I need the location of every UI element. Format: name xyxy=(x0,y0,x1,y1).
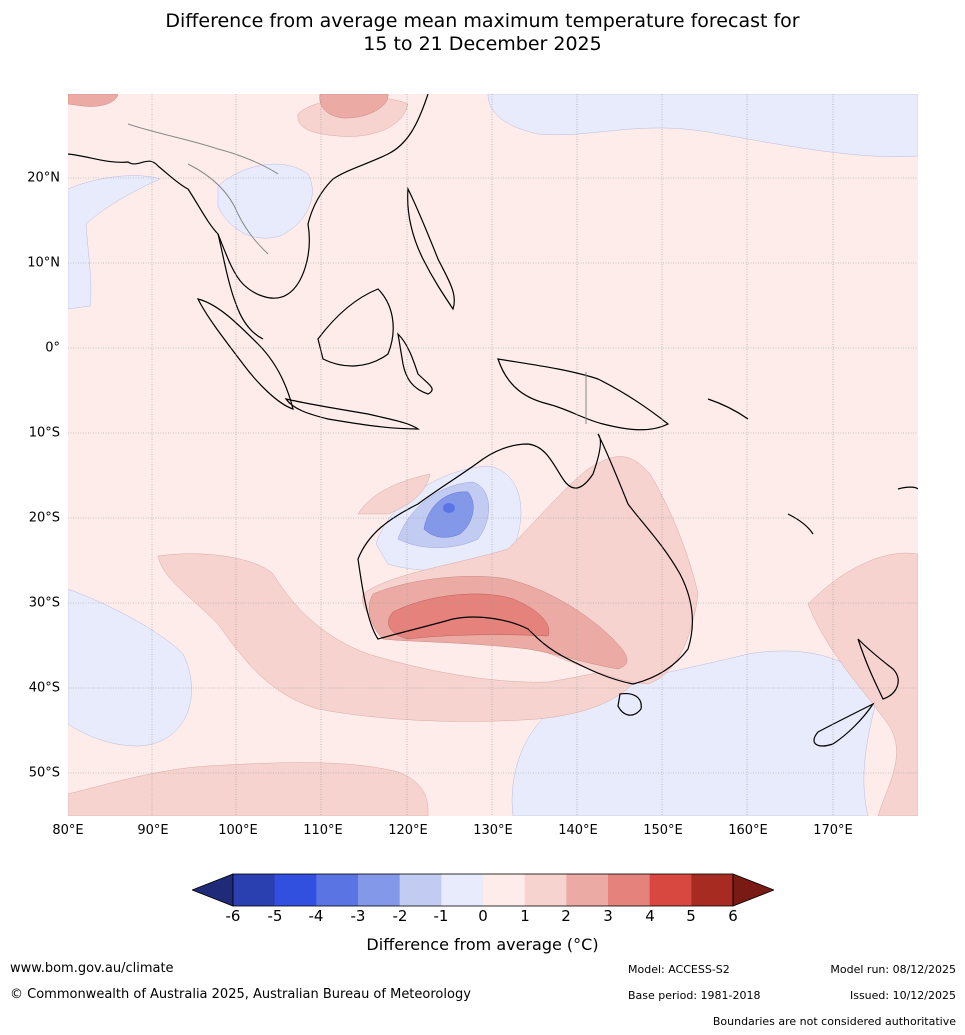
cool-patch-south-china-sea xyxy=(217,163,313,239)
map-title: Difference from average mean maximum tem… xyxy=(0,10,965,56)
lat-label-20s: 20°S xyxy=(28,510,60,526)
border-indochina xyxy=(187,163,269,255)
lon-label-130e: 130°E xyxy=(473,823,513,838)
colorbar xyxy=(192,873,774,907)
colorbar-extend-low xyxy=(192,873,234,907)
footer-model-run: Model run: 08/12/2025 xyxy=(830,963,956,976)
colorbar-tick-5: 5 xyxy=(686,907,696,925)
map-svg xyxy=(68,94,918,816)
coastline-australia xyxy=(357,433,693,685)
colorbar-segment xyxy=(233,874,276,906)
lon-label-100e: 100°E xyxy=(218,823,258,838)
cool-patch-pilbara-3 xyxy=(423,491,474,538)
colorbar-segment xyxy=(608,874,651,906)
cool-patch-north-pacific xyxy=(487,94,918,157)
colorbar-segment xyxy=(524,874,567,906)
coastline-sumatra xyxy=(196,298,294,410)
coastlines xyxy=(68,94,918,747)
colorbar-extend-high xyxy=(732,873,774,907)
colorbar-tick-4: 4 xyxy=(645,907,655,925)
country-borders xyxy=(127,123,587,424)
warm-patch-northwest-shelf xyxy=(357,473,431,515)
colorbar-segments xyxy=(192,873,774,907)
colorbar-segment xyxy=(483,874,526,906)
title-line-2: 15 to 21 December 2025 xyxy=(363,33,602,55)
colorbar-segment xyxy=(649,874,692,906)
colorbar-tick-2: 2 xyxy=(561,907,571,925)
colorbar-outline xyxy=(232,873,734,907)
colorbar-label: Difference from average (°C) xyxy=(366,935,599,954)
title-line-1: Difference from average mean maximum tem… xyxy=(165,10,800,32)
lon-label-110e: 110°E xyxy=(303,823,343,838)
lat-label-0: 0° xyxy=(45,340,60,356)
warm-patch-southern-ocean xyxy=(68,762,429,816)
colorbar-segment xyxy=(399,874,442,906)
footer-copyright: © Commonwealth of Australia 2025, Austra… xyxy=(10,987,471,1002)
coastline-asia xyxy=(68,94,429,299)
colorbar-segment xyxy=(358,874,401,906)
coastline-new-guinea xyxy=(497,358,670,431)
lat-label-50s: 50°S xyxy=(28,765,60,781)
coastline-java xyxy=(284,398,420,430)
coastline-vanuatu-fiji xyxy=(787,486,918,535)
colorbar-tick-6: 6 xyxy=(728,907,738,925)
lon-label-90e: 90°E xyxy=(137,823,169,838)
coastline-tasmania xyxy=(617,692,642,716)
lon-label-170e: 170°E xyxy=(813,823,853,838)
lon-label-140e: 140°E xyxy=(558,823,598,838)
footer-model: Model: ACCESS-S2 xyxy=(628,963,730,976)
lon-label-150e: 150°E xyxy=(643,823,683,838)
colorbar-tick-3: 3 xyxy=(603,907,613,925)
graticule xyxy=(68,94,918,816)
lat-label-40s: 40°S xyxy=(28,680,60,696)
coastline-new-zealand-south xyxy=(813,702,875,747)
coastline-malay-peninsula xyxy=(217,233,264,340)
cool-patch-pilbara-4 xyxy=(443,503,455,513)
footer-disclaimer: Boundaries are not considered authoritat… xyxy=(712,1015,956,1028)
lat-label-20n: 20°N xyxy=(27,170,60,186)
lat-label-10s: 10°S xyxy=(28,425,60,441)
footer-base-period: Base period: 1981-2018 xyxy=(628,989,761,1002)
lon-label-160e: 160°E xyxy=(728,823,768,838)
colorbar-tick-minus4: -4 xyxy=(308,907,324,925)
colorbar-segment xyxy=(274,874,317,906)
coastline-borneo xyxy=(317,288,394,367)
colorbar-tick-minus2: -2 xyxy=(392,907,408,925)
warm-patch-bight-core xyxy=(388,593,550,640)
colorbar-tick-0: 0 xyxy=(478,907,488,925)
colorbar-segment xyxy=(566,874,609,906)
coastline-philippines xyxy=(407,186,455,311)
colorbar-segment xyxy=(316,874,359,906)
forecast-map xyxy=(68,94,918,816)
colorbar-tick-minus1: -1 xyxy=(433,907,449,925)
coastline-sulawesi xyxy=(397,332,433,395)
lon-label-80e: 80°E xyxy=(52,823,84,838)
footer-website: www.bom.gov.au/climate xyxy=(10,961,174,976)
warm-patch-northwest-corner xyxy=(68,94,119,107)
footer-issued: Issued: 10/12/2025 xyxy=(849,989,956,1002)
border-china-south xyxy=(127,123,279,175)
colorbar-tick-minus6: -6 xyxy=(225,907,241,925)
colorbar-tick-1: 1 xyxy=(520,907,530,925)
lat-label-10n: 10°N xyxy=(27,255,60,271)
colorbar-tick-minus5: -5 xyxy=(267,907,283,925)
lat-label-30s: 30°S xyxy=(28,595,60,611)
cool-patch-southwest-indian xyxy=(68,588,192,747)
colorbar-tick-minus3: -3 xyxy=(350,907,366,925)
coastline-solomon-islands xyxy=(707,398,749,420)
cool-patch-bay-of-bengal xyxy=(68,175,161,310)
colorbar-segment xyxy=(691,874,734,906)
colorbar-segment xyxy=(441,874,484,906)
warm-patch-tasman-east xyxy=(807,552,918,816)
lon-label-120e: 120°E xyxy=(388,823,428,838)
